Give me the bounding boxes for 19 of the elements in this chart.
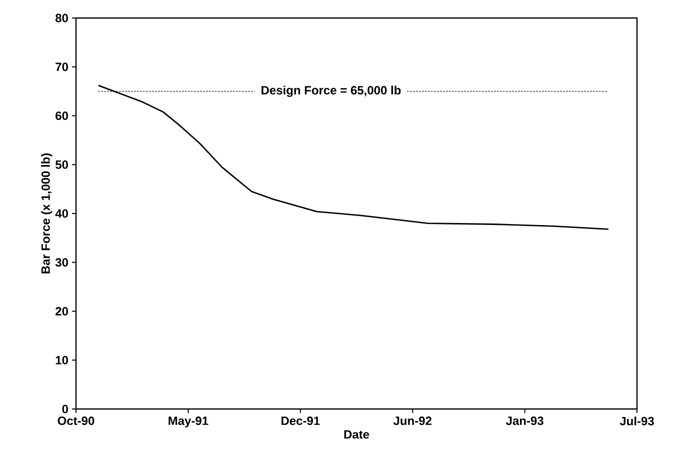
y-tick-label: 50 <box>56 160 68 169</box>
x-tick-label: May-91 <box>168 416 208 428</box>
line-series <box>98 84 610 230</box>
y-tick-label: 30 <box>55 258 68 267</box>
x-axis-title: Date <box>344 430 370 439</box>
y-axis-title: Bar Force (x 1,000 lb) <box>41 153 52 274</box>
y-tick-label: 10 <box>56 356 68 364</box>
x-tick-label: Jun-92 <box>393 416 432 426</box>
x-tick-label: Dec-91 <box>282 416 320 426</box>
x-tick-label: Oct-90 <box>58 416 94 426</box>
y-tick-label: 70 <box>56 62 68 72</box>
y-tick-label: 80 <box>56 14 68 22</box>
x-tick-label: Jul-93 <box>620 416 654 426</box>
y-tick-label: 60 <box>56 112 68 120</box>
y-tick-label: 20 <box>56 307 68 316</box>
x-tick-label: Jan-93 <box>506 416 544 426</box>
y-tick-label: 40 <box>55 209 68 218</box>
ref-line-label: Design Force = 65,000 lb <box>262 86 401 97</box>
y-tick-label: 0 <box>62 404 68 414</box>
